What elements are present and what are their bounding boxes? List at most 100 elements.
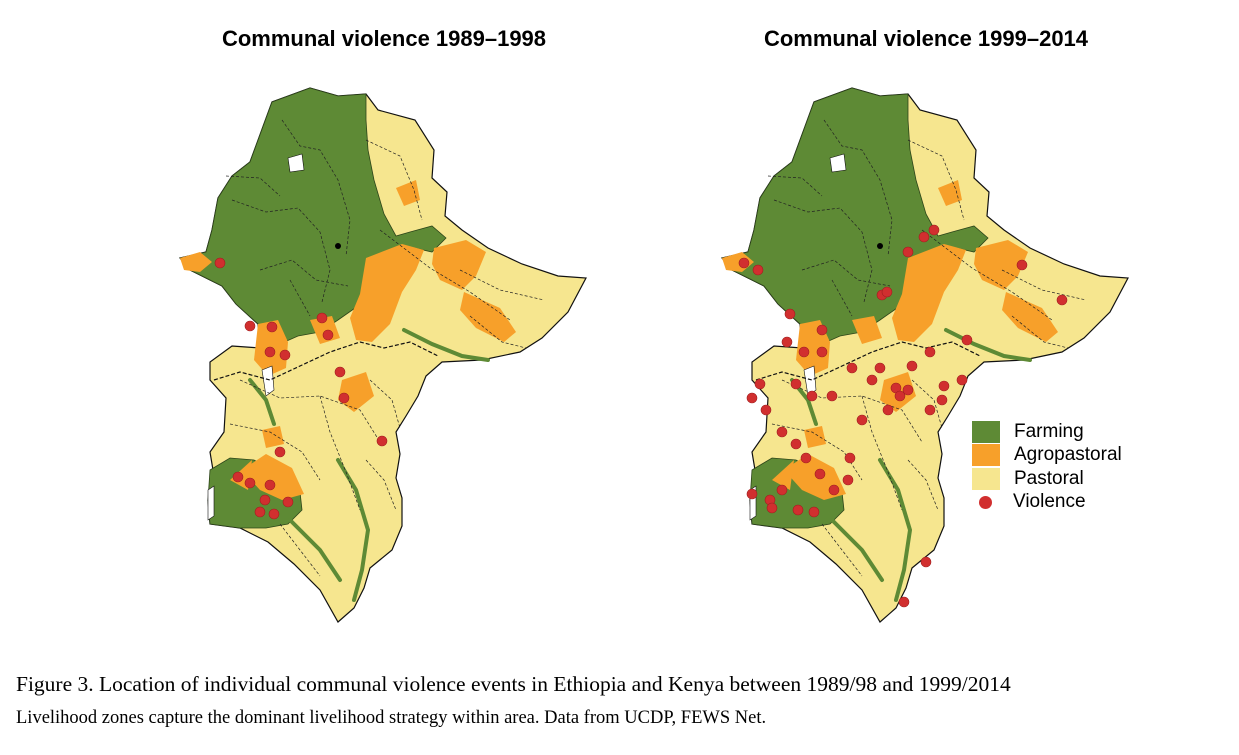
river-strip-0 [402, 328, 490, 362]
river-strip-0 [944, 328, 1032, 362]
violence-event-8 [928, 224, 940, 236]
agropastoral-zone-9 [262, 426, 284, 448]
violence-event-12 [244, 477, 256, 489]
admin-boundary-10 [821, 523, 863, 577]
violence-event-29 [746, 392, 758, 404]
violence-event-27 [790, 378, 802, 390]
lake-1 [803, 365, 817, 397]
admin-boundary-0 [823, 119, 893, 257]
violence-event-1 [752, 264, 764, 276]
admin-boundary-11 [907, 459, 939, 511]
violence-event-35 [828, 484, 840, 496]
violence-event-36 [842, 474, 854, 486]
violence-event-43 [844, 452, 856, 464]
agropastoral-zone-7 [938, 180, 962, 206]
violence-event-42 [808, 506, 820, 518]
legend-item-farming: Farming [972, 420, 1122, 444]
farming-zone-south [207, 457, 303, 529]
lake-1 [261, 365, 275, 397]
violence-event-13 [264, 479, 276, 491]
legend-label-pastoral: Pastoral [1014, 467, 1084, 489]
violence-event-14 [259, 494, 271, 506]
violence-event-4 [816, 324, 828, 336]
map-title-1999-2014: Communal violence 1999–2014 [763, 26, 1089, 51]
violence-dot-icon [979, 495, 992, 509]
violence-event-15 [254, 506, 266, 518]
violence-event-2 [266, 321, 278, 333]
violence-event-40 [766, 502, 778, 514]
map-legend: Farming Agropastoral Pastoral Violence [972, 420, 1122, 514]
river-strip-2 [288, 518, 342, 582]
agropastoral-zone-7 [396, 180, 420, 206]
violence-event-7 [918, 231, 930, 243]
violence-event-11 [232, 471, 244, 483]
violence-event-25 [826, 390, 838, 402]
admin-boundary-11 [365, 459, 397, 511]
agropastoral-zone-6 [180, 252, 212, 272]
admin-boundary-2 [259, 259, 349, 287]
admin-boundary-13 [767, 175, 823, 197]
agropastoral-zone-5 [242, 454, 304, 500]
violence-event-8 [338, 392, 350, 404]
violence-event-19 [924, 346, 936, 358]
violence-event-28 [754, 378, 766, 390]
admin-boundary-8 [229, 423, 321, 481]
violence-event-7 [334, 366, 346, 378]
violence-event-39 [746, 488, 758, 500]
admin-boundary-4 [379, 229, 511, 321]
legend-label-farming: Farming [1014, 420, 1084, 442]
river-strip-2 [830, 518, 884, 582]
violence-event-16 [866, 374, 878, 386]
lake-2 [207, 485, 215, 521]
violence-event-11 [1016, 259, 1028, 271]
admin-boundary-1 [773, 199, 873, 303]
violence-event-34 [814, 468, 826, 480]
violence-event-1 [244, 320, 256, 332]
violence-event-6 [322, 329, 334, 341]
violence-event-0 [214, 257, 226, 269]
violence-event-12 [1056, 294, 1068, 306]
admin-boundary-9 [319, 395, 361, 511]
violence-event-18 [906, 360, 918, 372]
violence-event-4 [279, 349, 291, 361]
agropastoral-zone-10 [772, 460, 794, 490]
agropastoral-zone-0 [892, 244, 966, 342]
pastoral-zone [178, 87, 587, 623]
legend-item-pastoral: Pastoral [972, 467, 1122, 491]
violence-event-0 [738, 257, 750, 269]
figure-caption-note: Livelihood zones capture the dominant li… [16, 708, 767, 728]
river-strip-1 [336, 458, 371, 602]
violence-event-45 [920, 556, 932, 568]
violence-event-47 [924, 404, 936, 416]
agropastoral-zone-4 [852, 316, 882, 344]
map-1989-1998 [178, 87, 587, 623]
violence-event-24 [856, 414, 868, 426]
violence-event-9 [881, 286, 893, 298]
map-right-layers [720, 87, 1129, 623]
violence-event-3 [264, 346, 276, 358]
admin-boundary-2 [801, 259, 891, 287]
river-strip-1 [878, 458, 913, 602]
admin-boundary-8 [771, 423, 863, 481]
pastoral-zone [720, 87, 1129, 623]
admin-boundary-4 [921, 229, 1053, 321]
violence-event-30 [760, 404, 772, 416]
capital-marker [877, 243, 883, 249]
map-1999-2014 [720, 87, 1129, 623]
admin-boundary-1 [231, 199, 331, 303]
violence-event-49 [874, 362, 886, 374]
agropastoral-zone-0 [350, 244, 424, 342]
violence-event-5 [316, 312, 328, 324]
violence-event-48 [902, 384, 914, 396]
violence-event-46 [898, 596, 910, 608]
violence-event-23 [882, 404, 894, 416]
lake-0 [829, 153, 847, 173]
legend-item-violence: Violence [972, 491, 1122, 515]
violence-event-37 [776, 484, 788, 496]
violence-event-10 [961, 334, 973, 346]
admin-boundary-12 [289, 279, 311, 317]
legend-item-agropastoral: Agropastoral [972, 444, 1122, 468]
country-border [213, 341, 439, 381]
farming-swatch [972, 420, 1000, 443]
violence-event-16 [268, 508, 280, 520]
